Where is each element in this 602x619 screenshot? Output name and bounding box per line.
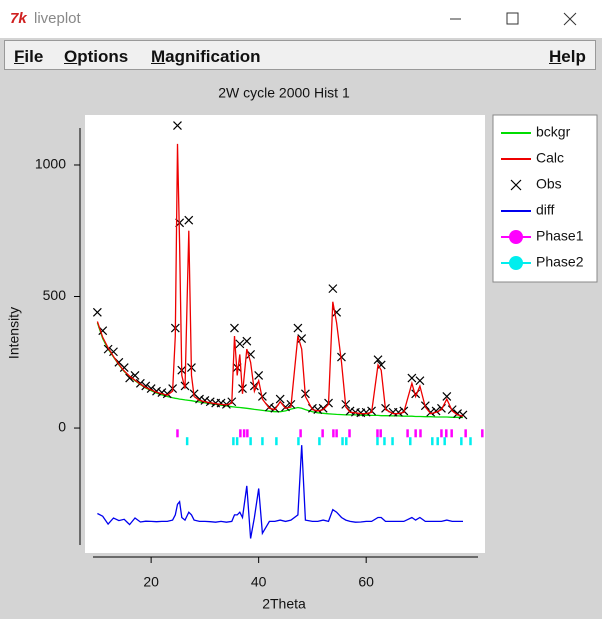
y-tick-label: 1000 <box>35 156 66 172</box>
obs-marker <box>442 392 452 401</box>
obs-marker <box>373 355 383 365</box>
legend-label: diff <box>536 202 555 218</box>
obs-marker <box>376 360 386 370</box>
menu-item[interactable]: Magnification <box>151 47 261 66</box>
obs-marker <box>119 363 129 372</box>
obs-marker <box>230 323 239 333</box>
obs-marker <box>453 409 463 419</box>
menu-item[interactable]: Options <box>64 47 129 66</box>
legend-symbol <box>510 179 522 191</box>
legend-symbol <box>509 256 523 270</box>
obs-marker <box>328 284 338 294</box>
x-tick-label: 40 <box>251 574 267 590</box>
obs-marker <box>254 371 264 380</box>
obs-marker <box>184 215 194 225</box>
obs-marker <box>173 121 182 130</box>
obs-marker <box>275 394 285 404</box>
chart-title: 2W cycle 2000 Hist 1 <box>218 85 350 101</box>
obs-marker <box>293 323 303 333</box>
legend-box <box>492 114 598 283</box>
x-tick-label: 60 <box>358 574 374 590</box>
window-title: liveplot <box>34 10 81 27</box>
menu-bar: File Options Magnification Help <box>4 40 596 70</box>
obs-marker <box>394 407 403 417</box>
y-axis-label: Intensity <box>6 307 22 359</box>
x-tick-label: 20 <box>143 574 159 590</box>
obs-marker <box>235 339 245 349</box>
obs-marker <box>458 410 468 420</box>
app-icon: 7k <box>10 10 27 27</box>
obs-marker <box>125 373 135 383</box>
title-icons: 7k <box>10 10 577 27</box>
title-bar: 7k liveplot <box>0 0 602 38</box>
series-line <box>97 445 463 539</box>
x-axis-label: 2Theta <box>262 596 306 612</box>
obs-marker <box>152 386 161 396</box>
obs-marker <box>361 407 371 417</box>
legend-label: Obs <box>536 176 562 192</box>
obs-marker <box>200 395 210 405</box>
plot-area <box>85 115 485 553</box>
legend-label: bckgr <box>536 124 571 140</box>
y-tick-label: 0 <box>58 419 66 435</box>
obs-marker <box>195 394 204 404</box>
menu-item[interactable]: Help <box>549 47 586 66</box>
y-tick-label: 500 <box>43 287 67 303</box>
maximize-button[interactable] <box>506 12 519 25</box>
legend-symbol <box>509 230 523 244</box>
close-button[interactable] <box>563 12 577 26</box>
obs-marker <box>242 336 252 346</box>
obs-marker <box>157 388 167 397</box>
series-line <box>96 143 464 417</box>
legend-label: Calc <box>536 150 564 166</box>
obs-marker <box>216 398 226 408</box>
legend-label: Phase2 <box>536 254 584 270</box>
obs-marker <box>415 376 425 386</box>
obs-marker <box>205 397 215 407</box>
obs-marker <box>407 373 417 383</box>
obs-marker <box>313 405 323 415</box>
menu-item[interactable]: File <box>14 47 44 66</box>
obs-marker <box>109 347 118 357</box>
legend-label: Phase1 <box>536 228 584 244</box>
obs-marker <box>92 307 102 317</box>
